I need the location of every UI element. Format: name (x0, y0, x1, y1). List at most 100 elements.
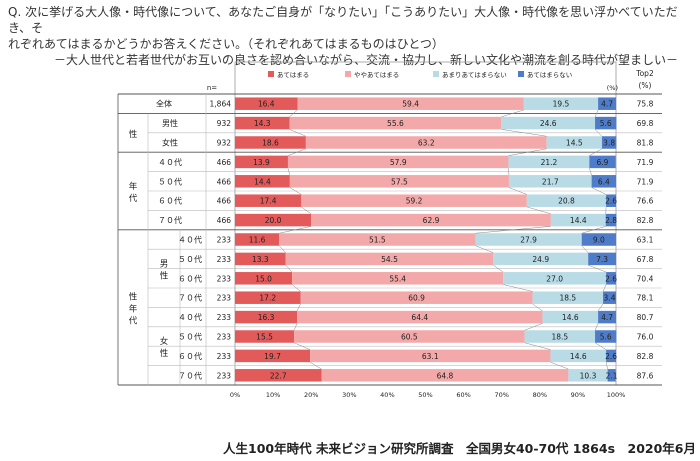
x-tick-label: 90% (571, 391, 585, 399)
question-subtitle: －大人世代と若者世代がお互いの良さを認め合いながら、交流・協力し、新しい文化や潮… (53, 53, 678, 67)
bar-value-1: 57.5 (391, 177, 408, 186)
bar-value-1: 55.4 (389, 274, 406, 283)
bar-value-3: 3.4 (604, 294, 616, 303)
connector-line (309, 361, 322, 370)
n-value: 233 (217, 236, 232, 245)
legend-swatch-3 (518, 71, 524, 77)
connector-line (588, 264, 607, 273)
bar-value-3: 9.0 (593, 236, 605, 245)
bar-value-3: 5.6 (600, 333, 612, 342)
bar-value-0: 22.7 (270, 371, 287, 380)
bar-segment-3 (607, 369, 616, 382)
n-value: 466 (217, 197, 232, 206)
x-tick-label: 70% (494, 391, 508, 399)
n-header: n= (207, 84, 217, 92)
top2-value: 63.1 (637, 236, 654, 245)
legend-swatch-1 (345, 71, 351, 77)
row-label: ６０代 (178, 351, 202, 361)
group-label-female-char-0: 女 (160, 336, 169, 347)
connector-line (594, 323, 599, 331)
row-label: ６０代 (158, 196, 182, 206)
bar-value-2: 14.5 (566, 139, 583, 148)
connector-line (501, 109, 524, 118)
bar-value-0: 20.0 (265, 216, 282, 225)
top2-value: 76.6 (637, 197, 654, 206)
connector-line (524, 323, 543, 331)
bar-segment-0 (235, 349, 311, 363)
connector-line (532, 303, 543, 312)
bar-value-3: 2.1 (606, 371, 618, 380)
question-line-2: れぞれあてはまるかどうかお答えください。（それぞれあてはまるものはひとつ） (8, 37, 444, 51)
bar-segment-0 (235, 272, 293, 285)
bar-segment-1 (287, 155, 509, 169)
x-tick-label: 40% (380, 391, 394, 399)
bar-segment-1 (289, 175, 509, 188)
bar-value-0: 16.3 (258, 313, 275, 322)
bar-value-3: 2.6 (605, 352, 617, 361)
bar-value-3: 2.6 (605, 197, 617, 206)
connector-line (293, 342, 311, 350)
bar-value-0: 16.4 (258, 100, 275, 109)
legend-swatch-2 (433, 71, 439, 77)
bar-value-1: 63.2 (418, 139, 435, 148)
n-value: 233 (217, 294, 232, 303)
connector-line (581, 226, 606, 234)
top2-value: 67.8 (637, 255, 654, 264)
connector-line (550, 361, 569, 370)
connector-line (594, 129, 603, 137)
connector-line (605, 362, 608, 370)
top2-unit: (%) (639, 81, 652, 90)
bar-segment-2 (508, 155, 590, 169)
n-value: 233 (217, 274, 232, 283)
bar-segment-1 (300, 291, 533, 304)
bar-value-1: 54.5 (381, 255, 398, 264)
group-label-age-char-1: 代 (129, 193, 138, 204)
bar-segment-0 (235, 369, 322, 382)
bar-value-2: 27.0 (546, 274, 563, 283)
connector-line (289, 109, 298, 118)
bar-value-0: 19.7 (264, 352, 281, 361)
n-value: 466 (217, 177, 232, 186)
bar-segment-1 (294, 330, 525, 343)
bar-value-3: 6.4 (598, 177, 610, 186)
n-value: 233 (217, 333, 232, 342)
connector-line (279, 245, 286, 253)
bar-value-0: 13.9 (253, 158, 270, 167)
connector-line (289, 187, 302, 195)
connector-line (503, 284, 533, 292)
bar-segment-0 (235, 97, 298, 110)
connector-line (589, 168, 592, 176)
connector-line (594, 342, 607, 350)
bar-segment-1 (297, 310, 543, 324)
bar-segment-1 (292, 272, 504, 285)
row-label: ５０代 (158, 176, 182, 186)
bar-value-2: 18.5 (551, 333, 568, 342)
connector-line (475, 226, 551, 234)
bar-value-2: 21.7 (542, 177, 559, 186)
bar-segment-2 (550, 349, 607, 363)
bar-segment-1 (301, 194, 527, 207)
group-label-female-char-1: 性 (160, 348, 169, 359)
connector-line (602, 284, 607, 292)
x-tick-label: 100% (607, 391, 626, 399)
connector-line (501, 129, 547, 137)
bar-value-3: 6.9 (597, 158, 609, 167)
bar-segment-2 (532, 291, 604, 304)
bar-segment-0 (235, 291, 301, 304)
source-footer: 人生100年時代 未来ビジョン研究所調査 全国男女40-70代 1864s 20… (223, 441, 696, 456)
connector-line (594, 109, 599, 117)
bar-segment-2 (568, 369, 608, 382)
connector-line (591, 187, 607, 195)
bar-segment-1 (310, 349, 551, 363)
connector-line (475, 245, 494, 253)
bar-value-0: 17.4 (260, 197, 277, 206)
legend-label-3: あてはまらない (527, 71, 572, 79)
connector-line (301, 206, 312, 215)
group-label-sex-char-0: 性 (129, 129, 138, 140)
bar-value-2: 27.9 (520, 236, 537, 245)
question-line-1: Q. 次に挙げる大人像・時代像について、あなたご自身が「なりたい」「こうありたい… (8, 5, 678, 35)
group-label-age-char-0: 年 (129, 181, 138, 192)
bar-value-1: 60.9 (408, 294, 425, 303)
n-value: 466 (217, 158, 232, 167)
connector-line (293, 323, 298, 331)
